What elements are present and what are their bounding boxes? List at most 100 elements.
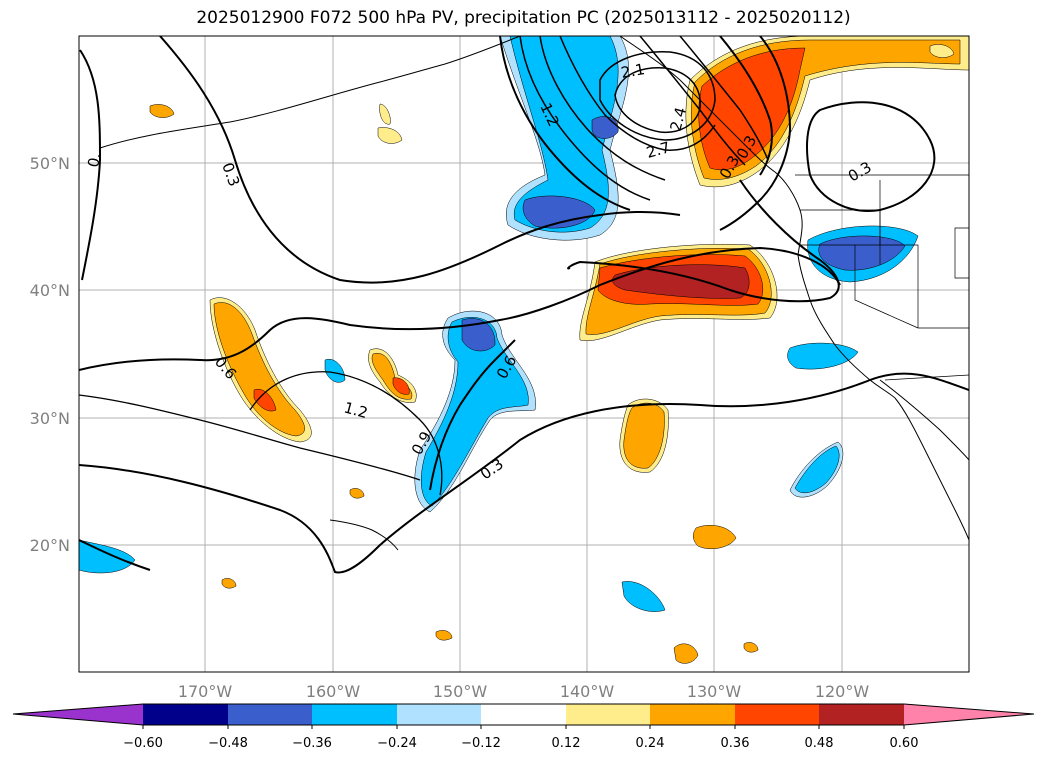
colorbar-tick-label: 0.48: [805, 736, 834, 751]
pos-blob-13n-152w: [435, 630, 453, 641]
lon-tick-label: 150°W: [433, 682, 488, 701]
colorbar-tick-label: −0.24: [377, 736, 417, 751]
latitude-tick-labels: 50°N 40°N 30°N 20°N: [30, 154, 70, 555]
colorbar-segment: [819, 704, 904, 725]
colorbar-segment: [143, 704, 228, 725]
pos-band-41n-darkred: [612, 264, 750, 299]
border-us-mexico: [884, 374, 969, 381]
contour-ridge-1: [639, 36, 746, 166]
lon-tick-label: 140°W: [560, 682, 615, 701]
pos-band-35n-165w-orange: [213, 302, 305, 437]
pos-blob-54n-115w: [929, 44, 955, 58]
neg-blob-35n-123w: [787, 342, 859, 370]
neg-blob-25n-123w-core: [794, 445, 840, 494]
pos-blob-12n-136w: [673, 643, 699, 664]
lat-tick-label: 40°N: [30, 281, 70, 300]
pos-blob-32n-165w: [253, 388, 277, 412]
colorbar-segment: [735, 704, 819, 725]
colorbar-segment: [650, 704, 735, 725]
pos-blob-24n-158w: [349, 488, 365, 499]
pos-blob-53n-157w: [379, 103, 391, 125]
political-borders: [795, 174, 969, 381]
contour-ridge-2: [679, 36, 769, 161]
neg-blob-16n-138w: [621, 581, 666, 612]
neg-blob-19n-178w: [79, 539, 136, 574]
positive-anomaly-regions: [149, 36, 969, 664]
lon-tick-label: 170°W: [178, 682, 233, 701]
pos-blob-20n-130w: [693, 525, 737, 549]
contour-2-4-low: [599, 51, 716, 141]
colorbar-tick-label: 0.36: [721, 736, 750, 751]
negative-anomaly-regions: [79, 36, 919, 612]
contour-label: 2.7: [644, 138, 672, 162]
pos-blob-17n-169w: [221, 578, 237, 589]
contour-label: 2.4: [666, 105, 690, 133]
longitude-tick-labels: 170°W 160°W 150°W 140°W 130°W 120°W: [178, 682, 870, 701]
neg-blob-california-core: [818, 235, 906, 271]
pos-blob-12n-127w: [743, 642, 759, 653]
contour-label: 2.1: [620, 60, 647, 82]
pos-blob-54n-170w: [149, 104, 175, 118]
contour-0-9-subtropic: [429, 339, 516, 491]
pos-blob-28n-136w-orange: [623, 402, 665, 469]
colorbar-tick-label: −0.48: [208, 736, 248, 751]
coastline-alaska-panhandle: [619, 36, 776, 173]
coastline-aleutians: [99, 63, 446, 149]
lon-tick-label: 120°W: [815, 682, 870, 701]
lon-tick-label: 130°W: [687, 682, 742, 701]
coastline-alaska-south: [444, 36, 521, 65]
coastline-us-west: [797, 254, 896, 399]
colorbar-tick-label: −0.60: [123, 736, 163, 751]
coastline-hawaii: [329, 519, 399, 551]
contour-2-7-low: [614, 66, 701, 134]
colorbar-segment: [312, 704, 397, 725]
lat-tick-label: 20°N: [30, 536, 70, 555]
border-state-id: [879, 180, 919, 328]
lat-tick-label: 30°N: [30, 409, 70, 428]
colorbar-tick-label: −0.12: [461, 736, 501, 751]
map-content: 0.3 0.3 0.6 1.2 0.9 0.6 0.3 1.2 2.1 2.7 …: [79, 36, 969, 672]
contour-ridge-4: [719, 36, 792, 231]
neg-blob-52n: [591, 116, 619, 139]
coastline-baja: [894, 397, 969, 541]
pos-blob-51n-156w: [377, 127, 403, 144]
colorbar-segment: [228, 704, 312, 725]
colorbar-arrow-left: [13, 704, 143, 725]
colorbar-segment: [397, 704, 481, 725]
border-wy: [954, 227, 969, 279]
contour-label: 1.2: [342, 398, 370, 422]
contour-0-6-south: [79, 246, 841, 371]
colorbar: −0.60 −0.48 −0.36 −0.24 −0.12 0.12 0.24 …: [12, 703, 1035, 751]
contour-0-3-east-ring: [806, 101, 936, 212]
colorbar-tick-label: 0.60: [890, 736, 919, 751]
lon-tick-label: 160°W: [306, 682, 361, 701]
coastline-mexico: [879, 379, 969, 461]
colorbar-tick-label: 0.12: [552, 736, 581, 751]
contour-0-9-south: [79, 394, 421, 481]
colorbar-tick-label: −0.36: [292, 736, 332, 751]
colorbar-segment: [566, 704, 650, 725]
contour-east-ridge: [567, 179, 840, 303]
neg-blob-33n-160w: [324, 358, 346, 383]
neg-band-subtropics-core: [420, 317, 529, 507]
contour-0-3-west: [79, 49, 102, 281]
pos-band-bc-coast-red: [698, 47, 806, 171]
contour-0-3-southwest: [79, 539, 151, 571]
contour-0-3-central: [159, 36, 681, 284]
colorbar-tick-label: 0.24: [636, 736, 665, 751]
colorbar-arrow-right: [904, 704, 1034, 725]
border-state-nv: [854, 245, 919, 329]
pv-contours: [79, 36, 969, 574]
contour-1-2-trough: [499, 36, 631, 211]
contour-1-8-trough: [539, 36, 666, 181]
contour-1-5-trough: [519, 36, 651, 201]
map-panel[interactable]: 0.3 0.3 0.6 1.2 0.9 0.6 0.3 1.2 2.1 2.7 …: [78, 35, 970, 673]
figure-title: 2025012900 F072 500 hPa PV, precipitatio…: [196, 8, 851, 28]
contour-ridge-3: [719, 36, 773, 176]
pos-blob-32n-155w-red: [392, 377, 410, 395]
neg-blob-36n-150w: [461, 318, 496, 352]
contour-label: 0.: [84, 151, 104, 168]
map-frame: [78, 35, 970, 673]
colorbar-segment: [481, 704, 566, 725]
